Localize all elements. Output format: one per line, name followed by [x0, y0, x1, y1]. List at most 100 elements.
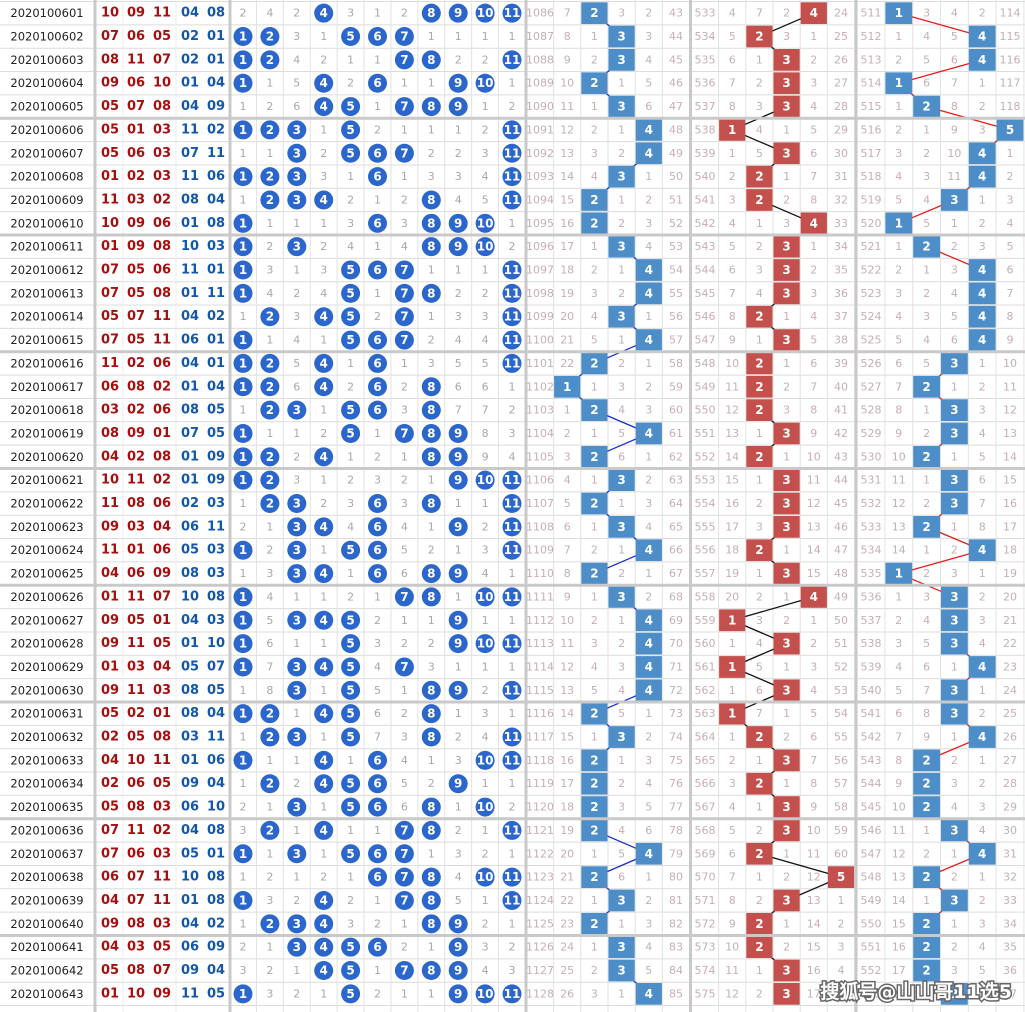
- number-ball: [475, 3, 495, 23]
- hit-box: [746, 842, 773, 865]
- miss-count: 1: [266, 334, 273, 347]
- draw-number: 08: [207, 589, 225, 604]
- ball-label: 8: [427, 53, 435, 67]
- miss-count: 1125: [526, 917, 554, 930]
- miss-count: 1: [455, 264, 462, 277]
- ball-label: 4: [320, 567, 328, 581]
- number-ball: [341, 727, 361, 747]
- number-ball: [287, 680, 307, 700]
- miss-count: 2: [266, 871, 273, 884]
- number-ball: [394, 890, 414, 910]
- hit-box: [773, 679, 800, 702]
- number-ball: [475, 587, 495, 607]
- draw-number: 11: [153, 870, 171, 885]
- ball-label: 9: [454, 240, 462, 254]
- number-ball: [287, 727, 307, 747]
- miss-count: 3: [923, 310, 930, 323]
- miss-count: 3: [347, 217, 354, 230]
- hit-value: 1: [728, 613, 736, 627]
- miss-count: 1: [509, 660, 516, 673]
- number-ball: [394, 587, 414, 607]
- miss-count: 1: [729, 147, 736, 160]
- miss-count: 553: [695, 474, 716, 487]
- issue: 2020100619: [10, 426, 83, 440]
- miss-count: 3: [240, 964, 247, 977]
- number-ball: [394, 283, 414, 303]
- miss-count: 1: [979, 684, 986, 697]
- hit-box: [941, 702, 968, 725]
- number-ball: [502, 3, 522, 23]
- hit-box: [608, 586, 635, 608]
- miss-count: 2: [293, 777, 300, 790]
- issue: 2020100635: [10, 800, 83, 814]
- number-ball: [368, 564, 387, 584]
- hit-value: 3: [617, 240, 625, 254]
- miss-count: 1107: [526, 497, 554, 510]
- miss-count: 1: [455, 707, 462, 720]
- miss-count: 540: [695, 170, 716, 183]
- ball-label: 8: [427, 193, 435, 207]
- number-ball: [448, 97, 468, 117]
- draw-number: 10: [207, 636, 225, 651]
- miss-count: 1: [482, 660, 489, 673]
- draw-number: 03: [153, 122, 171, 137]
- miss-count: 8: [810, 777, 817, 790]
- miss-count: 2: [951, 240, 958, 253]
- number-ball: [394, 50, 414, 70]
- miss-count: 5: [401, 544, 408, 557]
- issue: 2020100627: [10, 613, 83, 627]
- miss-count: 1087: [526, 30, 554, 43]
- number-ball: [314, 961, 334, 981]
- miss-count: 3: [455, 170, 462, 183]
- miss-count: 4: [895, 660, 902, 673]
- number-ball: [287, 610, 307, 630]
- number-ball: [475, 750, 495, 770]
- miss-count: 7: [895, 731, 902, 744]
- draw-number: 05: [207, 683, 225, 698]
- draw-number: 01: [207, 356, 225, 371]
- miss-count: 2: [347, 894, 354, 907]
- miss-count: 2: [482, 123, 489, 136]
- hit-box: [913, 796, 940, 818]
- hit-box: [635, 656, 662, 678]
- miss-count: 1110: [526, 567, 554, 580]
- miss-count: 17: [807, 987, 821, 1000]
- miss-count: 12: [807, 497, 821, 510]
- miss-count: 552: [695, 450, 716, 463]
- miss-count: 9: [923, 731, 930, 744]
- miss-count: 20: [560, 847, 574, 860]
- draw-number: 02: [207, 122, 225, 137]
- miss-count: 2: [756, 590, 763, 603]
- miss-count: 6: [401, 567, 408, 580]
- miss-count: 1: [428, 614, 435, 627]
- miss-count: 2: [895, 614, 902, 627]
- miss-count: 551: [695, 427, 716, 440]
- miss-count: 1: [645, 567, 652, 580]
- miss-count: 9: [482, 450, 489, 463]
- cells: 2020100601 10 09 11 04 08 2 4 2 4 3 1 2 8 9 10 11 1086 7 3 2…: [10, 2, 1024, 1005]
- miss-count: 1: [293, 427, 300, 440]
- draw-number: 06: [181, 333, 199, 348]
- miss-count: 6: [810, 731, 817, 744]
- miss-count: 2: [618, 637, 625, 650]
- ball-label: 5: [346, 730, 354, 744]
- number-ball: [341, 143, 361, 163]
- draw-number: 01: [181, 893, 199, 908]
- ball-label: 6: [373, 567, 381, 581]
- draw-number: 04: [181, 356, 199, 371]
- miss-count: 1108: [526, 520, 554, 533]
- number-ball: [448, 634, 468, 654]
- miss-count: 54: [834, 707, 848, 720]
- draw-number: 04: [181, 613, 199, 628]
- draw-number: 06: [101, 379, 119, 394]
- number-ball: [341, 260, 361, 280]
- miss-count: 1: [428, 30, 435, 43]
- miss-count: 1: [783, 123, 790, 136]
- draw-number: 06: [127, 29, 145, 44]
- ball-label: 2: [266, 30, 274, 44]
- hit-box: [773, 959, 800, 982]
- number-ball: [368, 750, 387, 770]
- miss-count: 2: [591, 964, 598, 977]
- miss-count: 11: [807, 474, 821, 487]
- hit-box: [581, 212, 608, 235]
